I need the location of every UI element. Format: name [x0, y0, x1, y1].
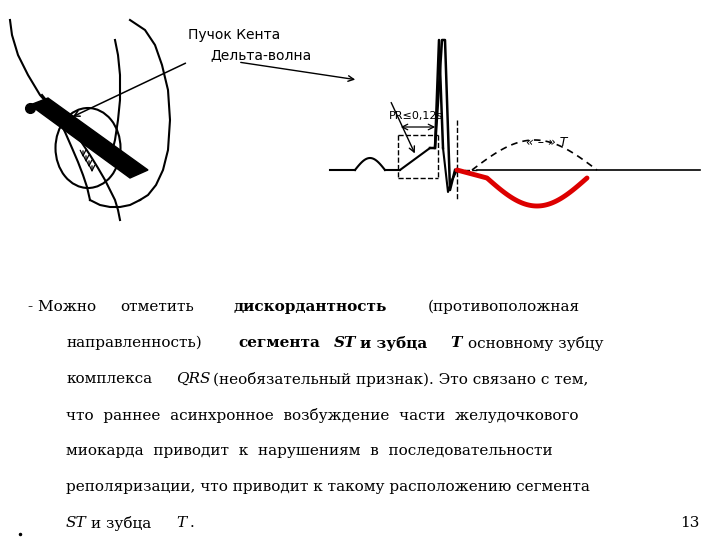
Text: миокарда  приводит  к  нарушениям  в  последовательности: миокарда приводит к нарушениям в последо… — [66, 444, 553, 458]
Text: ST: ST — [66, 516, 86, 530]
Text: Т: Т — [450, 336, 462, 350]
Text: комплекса: комплекса — [66, 372, 152, 386]
Text: основному зубцу: основному зубцу — [468, 336, 603, 351]
Text: что  раннее  асинхронное  возбуждение  части  желудочкового: что раннее асинхронное возбуждение части… — [66, 408, 578, 423]
Polygon shape — [30, 98, 148, 178]
Text: T: T — [176, 516, 186, 530]
Text: Пучок Кента: Пучок Кента — [188, 28, 280, 42]
Text: дискордантность: дискордантность — [233, 300, 387, 314]
Text: - Можно: - Можно — [28, 300, 96, 314]
Text: Дельта-волна: Дельта-волна — [210, 48, 311, 62]
Text: и зубца: и зубца — [360, 336, 427, 351]
Text: « – » T: « – » T — [526, 136, 567, 148]
Text: (необязательный признак). Это связано с тем,: (необязательный признак). Это связано с … — [213, 372, 588, 387]
Text: PR≤0,12s: PR≤0,12s — [389, 111, 443, 121]
Text: QRS: QRS — [176, 372, 210, 386]
Text: .: . — [190, 516, 194, 530]
Text: ST: ST — [334, 336, 356, 350]
Text: (противоположная: (противоположная — [428, 300, 580, 314]
Text: сегмента: сегмента — [238, 336, 320, 350]
Text: 13: 13 — [680, 516, 700, 530]
Text: реполяризации, что приводит к такому расположению сегмента: реполяризации, что приводит к такому рас… — [66, 480, 590, 494]
Text: и зубца: и зубца — [91, 516, 151, 531]
Text: направленность): направленность) — [66, 336, 202, 350]
Text: отметить: отметить — [120, 300, 194, 314]
